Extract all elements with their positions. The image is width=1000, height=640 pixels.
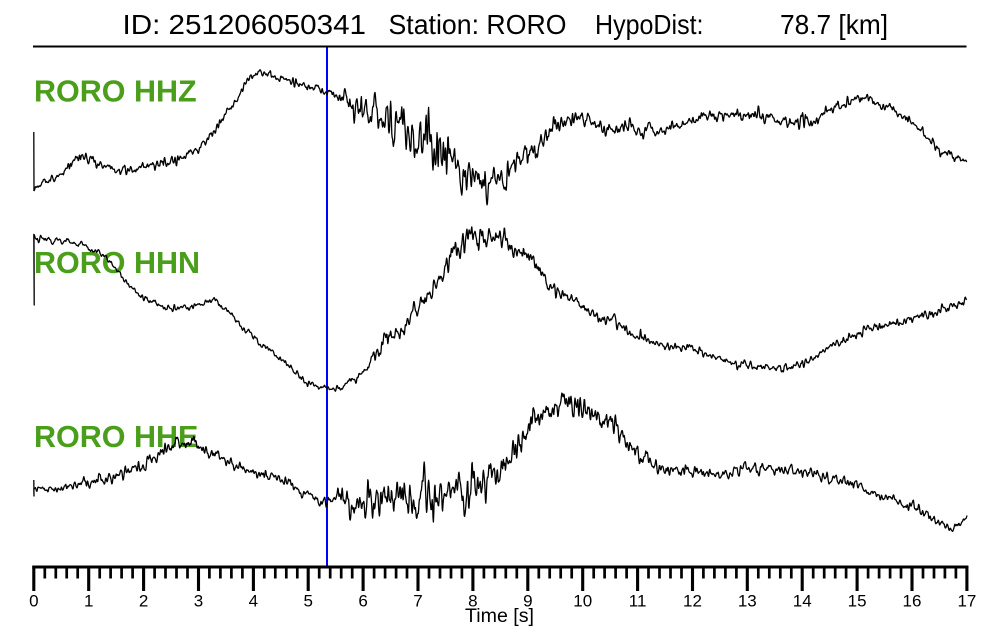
svg-text:10: 10 bbox=[573, 592, 592, 611]
svg-text:8: 8 bbox=[468, 592, 477, 611]
svg-text:2: 2 bbox=[139, 592, 148, 611]
svg-text:14: 14 bbox=[793, 592, 812, 611]
svg-text:16: 16 bbox=[903, 592, 922, 611]
svg-text:0: 0 bbox=[29, 592, 38, 611]
svg-text:3: 3 bbox=[194, 592, 203, 611]
svg-text:Time [s]: Time [s] bbox=[465, 606, 534, 627]
svg-text:6: 6 bbox=[358, 592, 367, 611]
svg-text:4: 4 bbox=[249, 592, 258, 611]
svg-text:1: 1 bbox=[84, 592, 93, 611]
svg-text:5: 5 bbox=[303, 592, 312, 611]
svg-text:7: 7 bbox=[413, 592, 422, 611]
svg-text:9: 9 bbox=[523, 592, 532, 611]
svg-text:15: 15 bbox=[848, 592, 867, 611]
svg-text:RORO HHZ: RORO HHZ bbox=[34, 74, 197, 108]
svg-text:12: 12 bbox=[683, 592, 702, 611]
svg-text:RORO HHE: RORO HHE bbox=[34, 420, 198, 454]
svg-text:17: 17 bbox=[957, 592, 976, 611]
svg-text:13: 13 bbox=[738, 592, 757, 611]
svg-text:11: 11 bbox=[629, 592, 647, 611]
svg-text:RORO HHN: RORO HHN bbox=[34, 246, 200, 280]
